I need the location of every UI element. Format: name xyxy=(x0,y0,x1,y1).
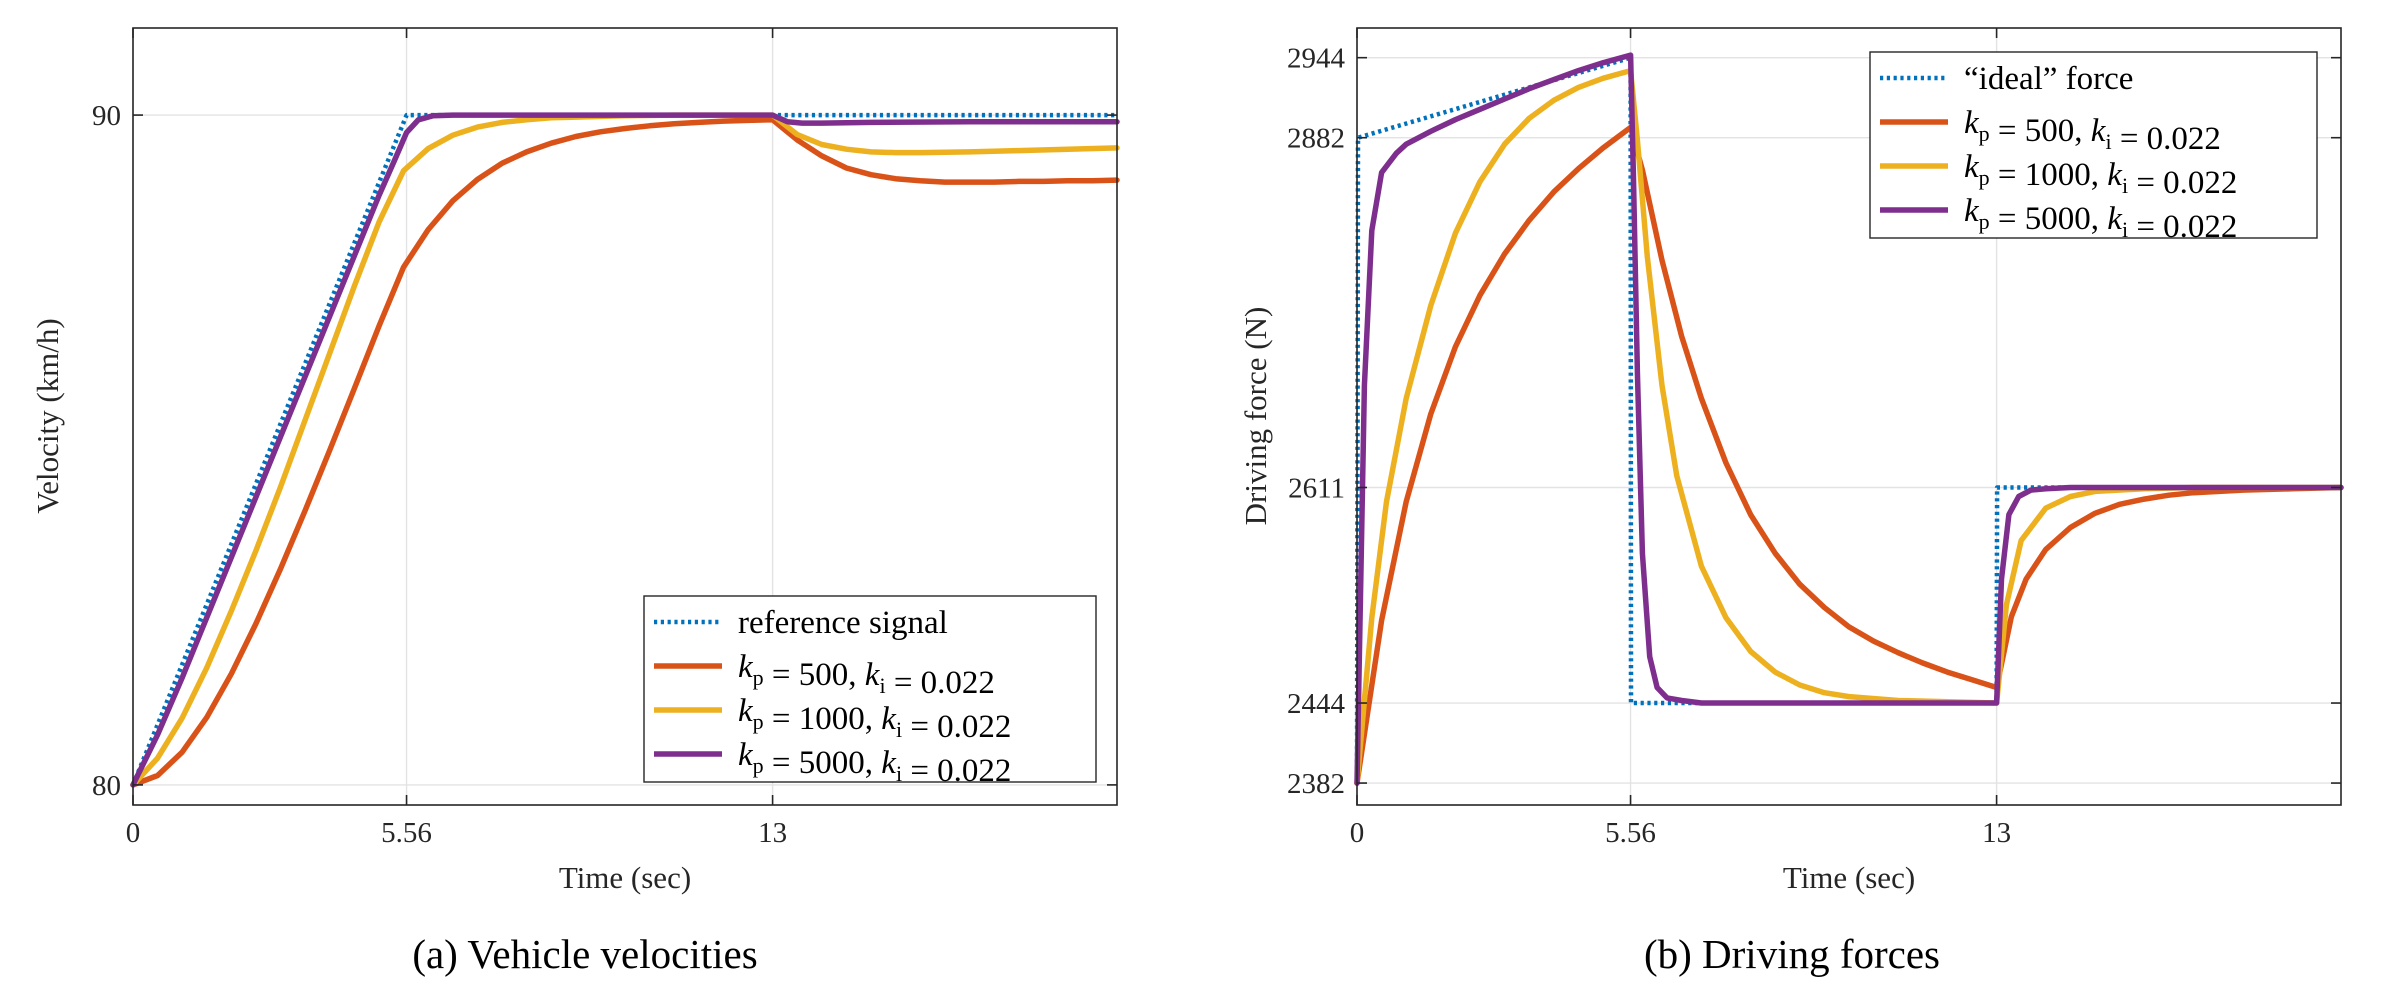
force-xtick-label: 5.56 xyxy=(1605,817,1656,849)
force-ytick-label: 2611 xyxy=(1288,472,1345,504)
velocity-xtick-label: 13 xyxy=(758,817,787,849)
force-ytick-label: 2882 xyxy=(1287,123,1345,155)
velocity-chart: 0 5.56 13 80 90 Time (sec) Velocity (km/h) refe… xyxy=(30,27,1120,895)
force-xaxis-label: Time (sec) xyxy=(1783,860,1915,895)
force-series-reference xyxy=(1354,55,2341,784)
force-legend-entry-kp5000: kp = 5000, ki = 0.022 xyxy=(1964,193,2237,245)
force-caption: (b) Driving forces xyxy=(1644,931,1940,977)
force-ytick-label: 2382 xyxy=(1287,768,1345,800)
force-ytick-label: 2944 xyxy=(1287,43,1346,75)
velocity-xtick-label: 5.56 xyxy=(381,817,432,849)
force-legend-entry-kp500: kp = 500, ki = 0.022 xyxy=(1964,105,2221,157)
velocity-legend-entry-kp5000: kp = 5000, ki = 0.022 xyxy=(738,737,1011,789)
velocity-xtick-label: 0 xyxy=(126,817,141,849)
force-chart: 0 5.56 13 2382 2444 2611 2882 2944 Time (sec) Dri… xyxy=(1238,27,2344,895)
velocity-series-kp500 xyxy=(130,117,1120,788)
force-xtick-label: 0 xyxy=(1350,817,1365,849)
force-axes-frame xyxy=(1356,27,2342,806)
velocity-yaxis-label: Velocity (km/h) xyxy=(30,318,65,513)
force-legend-entry-reference: “ideal” force xyxy=(1964,61,2133,97)
force-series-kp5000 xyxy=(1354,52,2344,786)
force-ytick-label: 2444 xyxy=(1287,688,1346,720)
force-series-kp1000 xyxy=(1354,67,2344,786)
force-xtick-label: 13 xyxy=(1982,817,2011,849)
velocity-legend-entry-kp1000: kp = 1000, ki = 0.022 xyxy=(738,693,1011,745)
force-yaxis-label: Driving force (N) xyxy=(1238,307,1273,526)
force-legend-entry-kp1000: kp = 1000, ki = 0.022 xyxy=(1964,149,2237,201)
velocity-series-kp1000 xyxy=(130,112,1120,788)
velocity-series-kp5000 xyxy=(130,112,1120,788)
velocity-legend-entry-reference: reference signal xyxy=(738,605,948,641)
force-legend-box xyxy=(1869,51,2318,239)
velocity-xaxis-label: Time (sec) xyxy=(559,860,691,895)
velocity-legend-entry-kp500: kp = 500, ki = 0.022 xyxy=(738,649,995,701)
velocity-ytick-label: 80 xyxy=(92,770,121,802)
velocity-axes-frame xyxy=(132,27,1118,806)
velocity-ytick-label: 90 xyxy=(92,100,121,132)
velocity-legend-box xyxy=(643,595,1097,783)
velocity-caption: (a) Vehicle velocities xyxy=(412,931,757,977)
force-series-kp500 xyxy=(1354,124,2344,786)
